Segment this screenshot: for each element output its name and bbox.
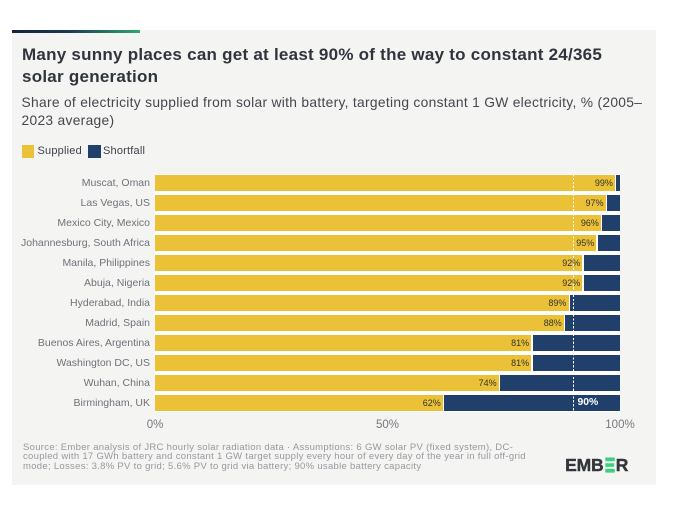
- svg-text:E: E: [566, 456, 577, 475]
- svg-text:M: M: [577, 456, 592, 475]
- svg-text:R: R: [616, 456, 629, 475]
- svg-text:B: B: [591, 456, 604, 475]
